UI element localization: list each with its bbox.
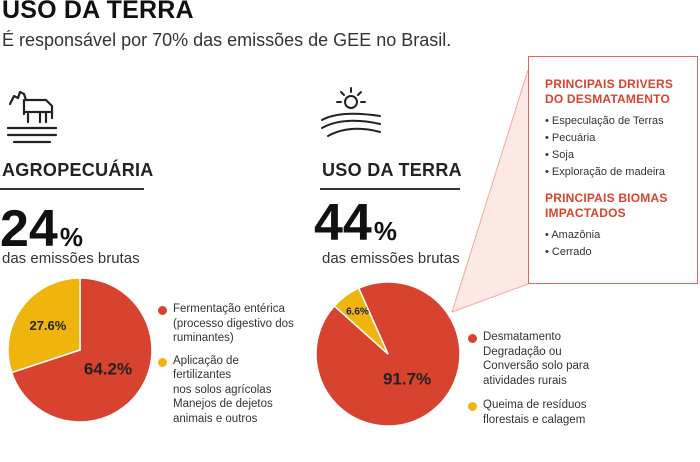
pie-slice-label: 27.6% [29,318,66,333]
right-percentage: 44% [314,197,397,249]
cow-on-field-icon [6,90,58,144]
left-section-title: AGROPECUÁRIA [2,160,154,180]
legend-label: Queima de resíduos florestais e calagem [483,399,587,426]
biomes-list: Amazônia Cerrado [545,227,687,261]
pie-slice-label: 64.2% [84,360,132,379]
legend-swatch [158,306,167,315]
left-percentage-unit: % [59,222,83,252]
legend-swatch [468,334,477,343]
list-item: Amazônia [545,227,687,244]
left-sublabel: das emissões brutas [2,250,140,267]
right-legend: Desmatamento Degradação ou Conversão sol… [468,330,628,427]
list-item: Especulação de Terras [545,113,687,130]
right-percentage-value: 44 [314,194,372,252]
drivers-callout-box: PRINCIPAIS DRIVERS DO DESMATAMENTO Espec… [528,56,698,284]
sun-over-field-icon [321,87,381,137]
drivers-list: Especulação de Terras Pecuária Soja Expl… [545,113,687,181]
legend-item: Desmatamento Degradação ou Conversão sol… [468,330,628,388]
list-item: Pecuária [545,130,687,147]
left-legend: Fermentação entérica (processo digestivo… [158,302,308,426]
page-title: USO DA TERRA [2,0,194,24]
legend-label: Desmatamento Degradação ou Conversão sol… [483,331,590,387]
pie-chart-agropecuaria: 64.2% 27.6% [7,277,153,423]
pie-slice-label: 91.7% [383,370,431,389]
right-section-rule [320,188,460,190]
list-item: Cerrado [545,244,687,261]
pie-slice [333,287,389,355]
right-percentage-unit: % [373,216,397,246]
legend-item: Aplicação de fertilizantes nos solos agr… [158,354,308,427]
right-sublabel: das emissões brutas [322,250,460,267]
legend-label: Fermentação entérica (processo digestivo… [173,303,294,344]
page-subtitle: É responsável por 70% das emissões de GE… [2,30,452,50]
drivers-heading: PRINCIPAIS DRIVERS DO DESMATAMENTO [545,77,674,106]
left-section-rule [0,188,144,190]
legend-label: Aplicação de fertilizantes nos solos agr… [173,354,273,425]
pie-slice-label: 6.6% [346,307,369,318]
legend-swatch [468,402,477,411]
list-item: Exploração de madeira [545,164,687,181]
legend-swatch [158,357,167,367]
pie-slice [10,277,153,423]
pie-chart-uso-da-terra: 91.7% 6.6% [315,281,461,427]
legend-item: Queima de resíduos florestais e calagem [468,398,628,427]
right-section-title: USO DA TERRA [322,160,462,180]
left-percentage-value: 24 [0,200,58,258]
left-percentage: 24% [0,203,83,255]
pie-slice [7,277,81,374]
list-item: Soja [545,147,687,164]
legend-item: Fermentação entérica (processo digestivo… [158,302,308,346]
biomes-heading: PRINCIPAIS BIOMAS IMPACTADOS [545,191,668,220]
